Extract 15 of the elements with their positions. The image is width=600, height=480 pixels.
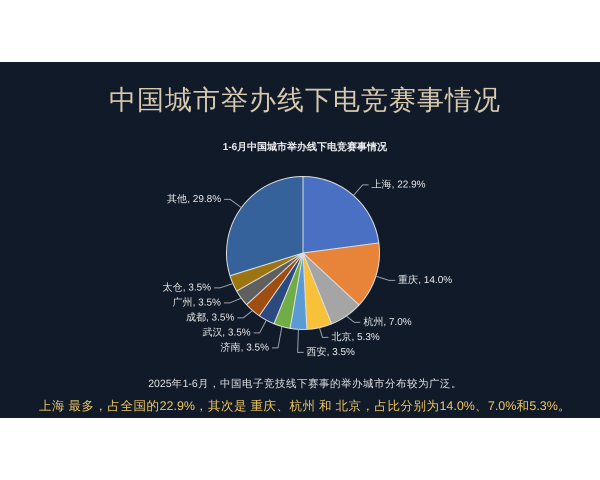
slice-label: 广州, 3.5%: [172, 296, 222, 309]
text: 上海 最多，占全国的22.9%，其次是 重庆、杭州 和 北京，占比分别为14.0%、7.0%和5.3%。: [38, 398, 572, 415]
slice-label: 重庆, 14.0%: [398, 274, 452, 286]
slice-label: 济南, 3.5%: [220, 342, 270, 354]
slice-label: 武汉, 3.5%: [202, 326, 251, 339]
slice-label: 杭州, 7.0%: [362, 316, 412, 328]
slice-label: 其他, 29.8%: [167, 193, 222, 206]
slice-label: 上海, 22.9%: [372, 178, 426, 191]
slice-label: 成都, 3.5%: [186, 312, 234, 324]
slice-label: 北京, 5.3%: [331, 331, 380, 344]
chart-title: 中国城市举办线下电竞赛事情况: [108, 84, 502, 117]
slice-label: 太仓, 3.5%: [162, 282, 212, 294]
chart-subtitle: 1-6月中国城市举办线下电竞赛事情况: [222, 141, 388, 155]
text: 2025年1-6月，中国电子竞技线下赛事的举办城市分布较为广泛。: [147, 377, 463, 392]
slice-label: 西安, 3.5%: [306, 346, 356, 358]
